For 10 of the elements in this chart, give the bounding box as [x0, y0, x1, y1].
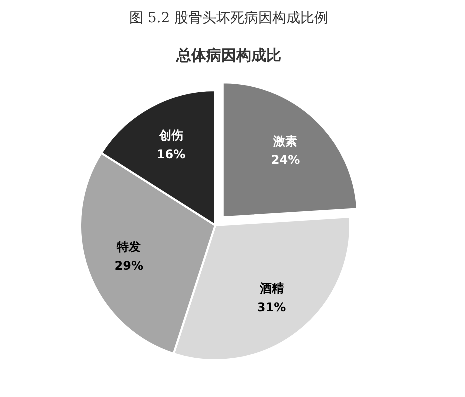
chart-title: 总体病因构成比	[176, 46, 282, 64]
slice-label: 激素	[272, 134, 298, 148]
data-label: 31%	[257, 300, 286, 314]
data-label: 29%	[114, 259, 144, 274]
caption: 图 5.2 股骨头坏死病因构成比例	[129, 10, 329, 26]
data-label: 24%	[271, 153, 300, 168]
slice-label: 创伤	[158, 128, 184, 143]
slice-label: 特发	[116, 240, 142, 254]
data-label: 16%	[156, 148, 186, 162]
slice-label: 酒精	[258, 282, 284, 296]
